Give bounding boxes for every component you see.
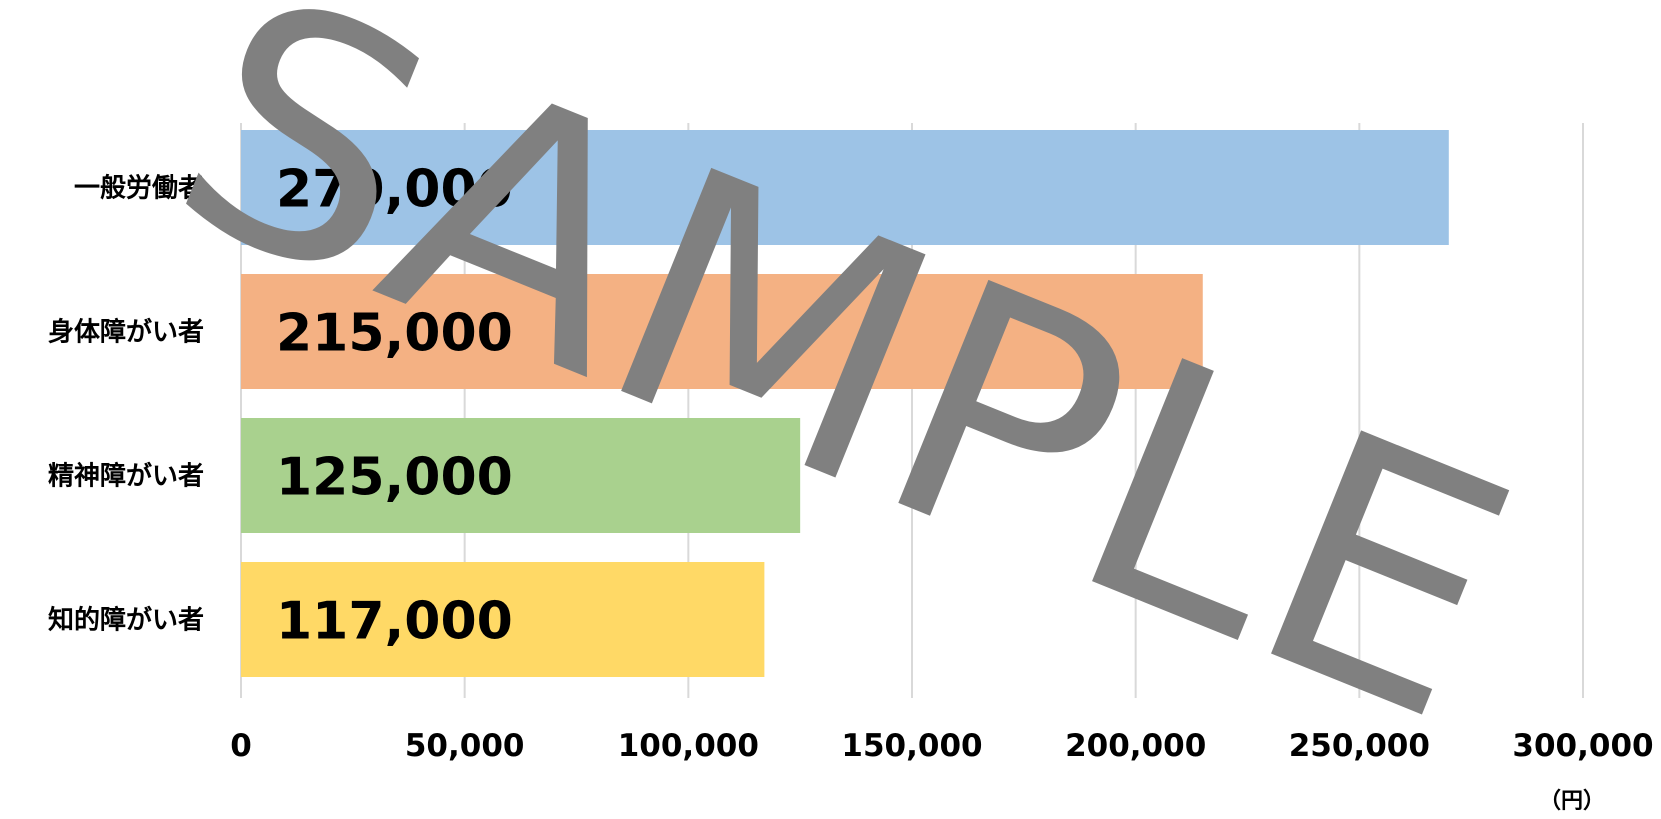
- data-labels: 270,000 215,000 125,000 117,000: [276, 160, 513, 652]
- x-tick-label: 0: [230, 728, 252, 764]
- x-tick-label: 100,000: [618, 728, 759, 764]
- category-label: 知的障がい者: [48, 605, 204, 636]
- category-label: 精神障がい者: [48, 461, 204, 492]
- data-label: 270,000: [276, 160, 513, 220]
- bar: [241, 274, 1203, 389]
- bars: [241, 130, 1449, 677]
- x-tick-label: 50,000: [405, 728, 525, 764]
- x-tick-label: 300,000: [1512, 728, 1653, 764]
- data-label: 215,000: [276, 304, 513, 364]
- bar: [241, 562, 765, 677]
- data-label: 125,000: [276, 448, 513, 508]
- category-label: 一般労働者: [74, 174, 204, 204]
- x-tick-label: 200,000: [1065, 728, 1206, 764]
- bar: [241, 130, 1449, 245]
- x-tick-label: 150,000: [841, 728, 982, 764]
- x-tick-label: 250,000: [1289, 728, 1430, 764]
- x-axis-unit-label: （円）: [1539, 789, 1605, 814]
- data-label: 117,000: [276, 592, 513, 652]
- x-axis-tick-labels: 0 50,000 100,000 150,000 200,000 250,000 300,0…: [230, 728, 1653, 764]
- bar: [241, 418, 801, 533]
- category-label: 身体障がい者: [48, 317, 204, 348]
